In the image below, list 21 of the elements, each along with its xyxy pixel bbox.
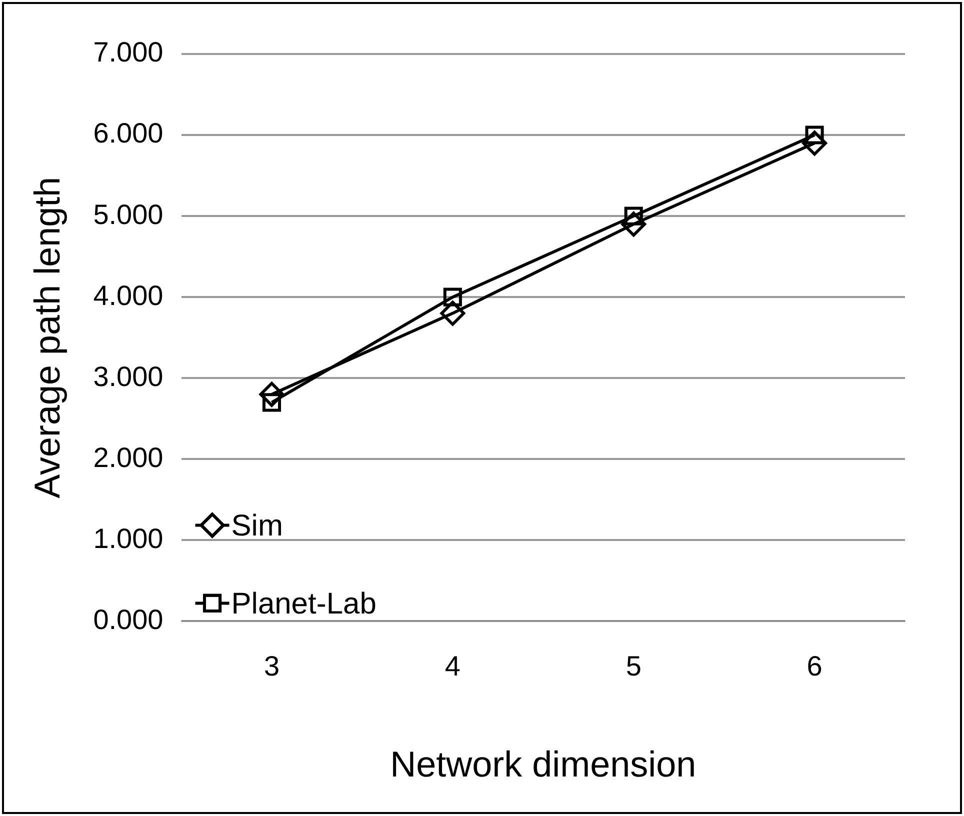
y-tick-label: 1.000 xyxy=(93,522,164,554)
y-axis-title: Average path length xyxy=(26,176,68,498)
point xyxy=(621,212,646,237)
y-tick-label: 4.000 xyxy=(93,280,164,311)
point xyxy=(443,288,462,306)
y-tick-label: 6.000 xyxy=(93,118,164,149)
legend-label: Planet-Lab xyxy=(231,587,376,620)
y-tick-label: 7.000 xyxy=(93,36,164,68)
x-axis-title: Network dimension xyxy=(390,743,696,784)
y-tick-label: 2.000 xyxy=(93,442,164,473)
x-tick-label: 3 xyxy=(264,650,280,682)
point xyxy=(259,382,284,407)
legend-label: Sim xyxy=(231,509,283,542)
y-tick-label: 3.000 xyxy=(93,360,164,392)
x-tick-label: 6 xyxy=(806,650,822,682)
y-tick-label: 0.000 xyxy=(93,604,164,635)
x-tick-label: 4 xyxy=(444,650,460,682)
point xyxy=(802,130,828,156)
y-tick-label: 5.000 xyxy=(93,198,164,230)
point xyxy=(440,300,466,326)
x-tick-label: 5 xyxy=(626,650,642,682)
